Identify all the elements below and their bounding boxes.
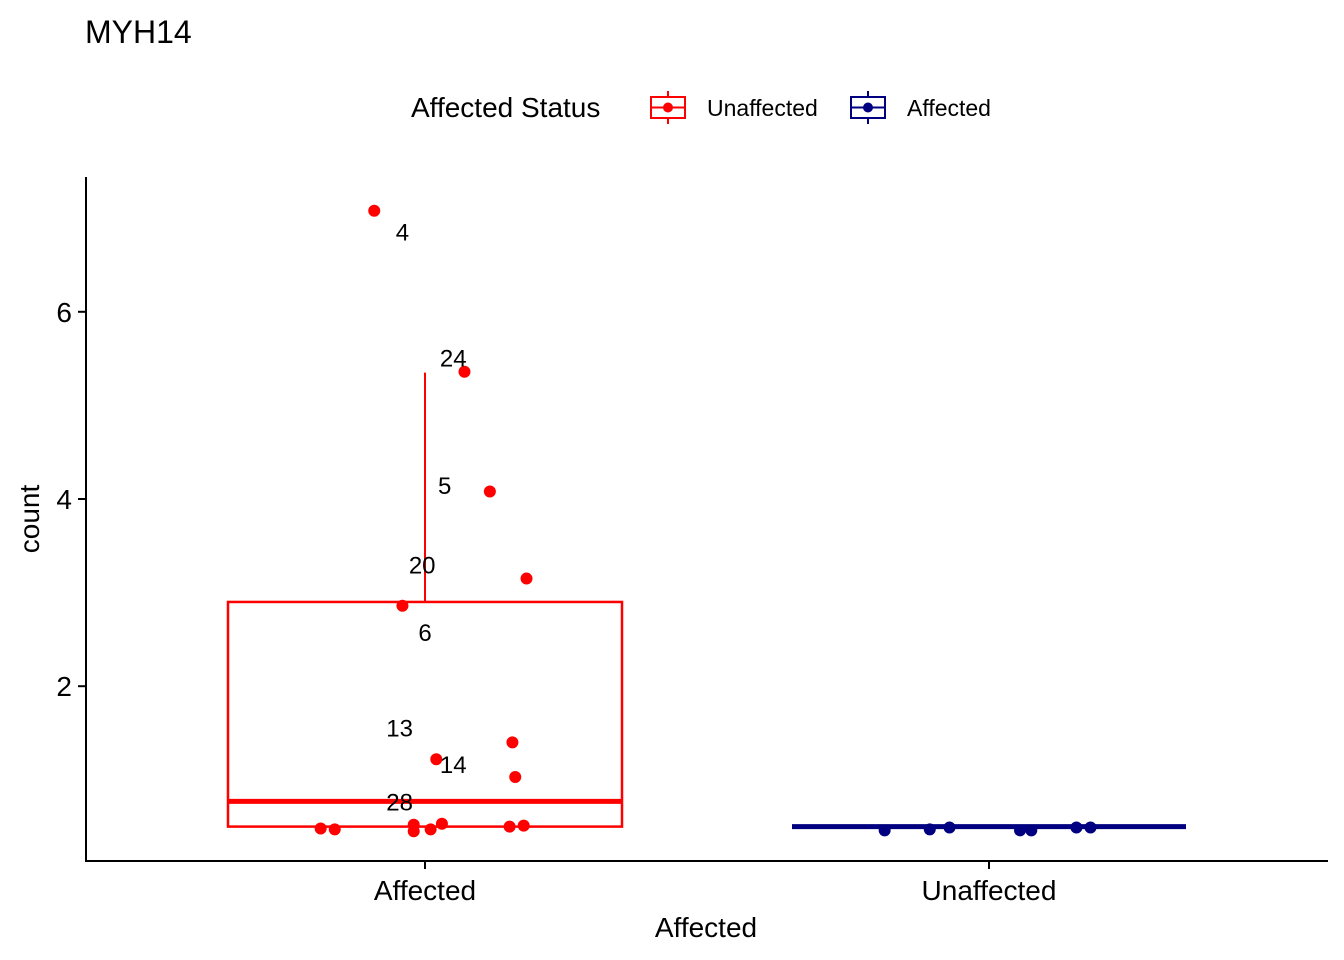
- legend: Affected Status Unaffected Affected: [411, 91, 991, 124]
- data-point: [458, 365, 471, 378]
- data-point: [368, 204, 381, 217]
- data-point: [509, 770, 522, 783]
- data-point: [1014, 824, 1027, 837]
- x-tick-label: Affected: [374, 875, 476, 906]
- legend-key: [850, 91, 886, 124]
- legend-entry-unaffected: Unaffected: [650, 91, 818, 124]
- y-tick-label: 2: [56, 671, 72, 702]
- point-label: 4: [396, 219, 409, 246]
- point-label: 14: [440, 752, 467, 779]
- data-point: [435, 817, 448, 830]
- data-point: [430, 753, 443, 766]
- data-point: [424, 823, 437, 836]
- data-point: [520, 572, 533, 585]
- data-point: [483, 485, 496, 498]
- data-point: [503, 820, 516, 833]
- point-label: 6: [418, 620, 431, 647]
- legend-label: Affected: [907, 95, 991, 121]
- data-point: [1025, 824, 1038, 837]
- box: [226, 600, 624, 828]
- point-label: 24: [440, 346, 467, 373]
- legend-title: Affected Status: [411, 92, 600, 123]
- point-label: 5: [438, 473, 451, 500]
- data-point: [517, 819, 530, 832]
- data-point: [878, 824, 891, 837]
- x-tick-label: Unaffected: [922, 875, 1057, 906]
- box-group-affected: 4 24 5 20 6 13 14 28: [226, 204, 624, 838]
- data-point: [396, 599, 409, 612]
- box-group-unaffected: [792, 821, 1186, 837]
- legend-label: Unaffected: [707, 95, 818, 121]
- data-point: [506, 736, 519, 749]
- point-label: 20: [409, 553, 436, 580]
- chart-title: MYH14: [85, 14, 192, 50]
- y-tick-label: 4: [56, 484, 72, 515]
- data-point: [407, 825, 420, 838]
- data-point: [328, 823, 341, 836]
- y-tick-label: 6: [56, 297, 72, 328]
- point-label: 28: [386, 789, 413, 816]
- y-axis-label: count: [14, 485, 45, 554]
- legend-entry-affected: Affected: [850, 91, 991, 124]
- data-point: [1084, 821, 1097, 834]
- point-label: 13: [386, 715, 413, 742]
- legend-key: [650, 91, 686, 124]
- data-point: [314, 822, 327, 835]
- data-point: [923, 823, 936, 836]
- data-point: [1070, 821, 1083, 834]
- x-axis-label: Affected: [655, 912, 757, 943]
- data-point: [943, 821, 956, 834]
